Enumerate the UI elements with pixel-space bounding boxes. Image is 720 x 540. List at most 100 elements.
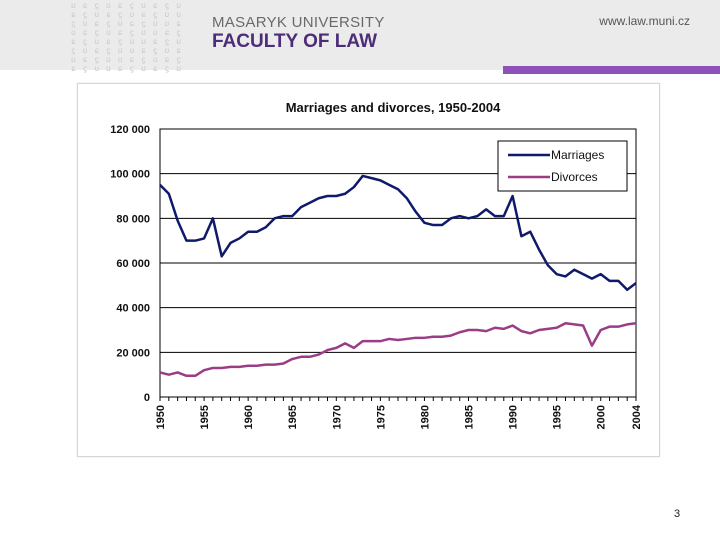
pattern-glyph: ɕ [118,1,123,10]
pattern-glyph: ɕ [71,10,76,19]
pattern-glyph: ɕ [94,19,99,28]
pattern-glyph: ϛ [129,64,134,73]
pattern-glyph: ʊ [117,46,123,55]
pattern-glyph: ϛ [118,10,123,19]
chart-title: Marriages and divorces, 1950-2004 [286,100,501,115]
x-tick-label: 1985 [464,405,476,429]
pattern-glyph: ɕ [83,1,88,10]
legend-box [497,140,628,192]
y-tick-label: 0 [144,392,150,404]
pattern-glyph: ɕ [83,28,88,37]
pattern-glyph: ʊ [176,1,181,10]
pattern-glyph: ʊ [176,37,181,46]
pattern-glyph: ɕ [153,64,158,73]
pattern-glyph: ϛ [153,10,158,19]
x-tick-label: 2004 [631,404,643,429]
pattern-glyph: ʊ [82,19,88,28]
pattern-glyph: ʊ [176,10,181,19]
pattern-glyph: ʊ [152,55,158,64]
pattern-glyph: ɕ [118,64,123,73]
university-name: MASARYK UNIVERSITY [212,14,385,31]
pattern-glyph: ʊ [152,19,158,28]
pattern-glyph: ɕ [141,46,146,55]
legend-label: Divorces [551,170,598,184]
pattern-glyph: ϛ [94,1,99,10]
pattern-glyph: ϛ [153,46,158,55]
pattern-glyph: ʊ [141,1,146,10]
pattern-glyph: ɕ [164,55,169,64]
pattern-glyph: ɕ [106,10,111,19]
x-tick-label: 1965 [287,405,299,429]
pattern-glyph: ʊ [164,19,170,28]
chart-svg: Marriages and divorces, 1950-2004 0 20 000… [110,100,643,429]
pattern-glyph: ϛ [176,55,181,64]
pattern-glyph: ϛ [141,55,146,64]
website-link[interactable]: www.law.muni.cz [599,14,690,28]
pattern-glyph: ɕ [153,1,158,10]
chart-panel: Marriages and divorces, 1950-2004 0 20 000… [77,83,660,457]
pattern-glyph: ʊ [106,28,111,37]
pattern-glyph: ϛ [106,46,111,55]
y-tick-label: 20 000 [116,347,150,359]
pattern-glyph: ʊ [129,37,135,46]
pattern-glyph: ʊ [82,46,88,55]
pattern-glyph: ϛ [176,28,181,37]
pattern-glyph: ɕ [83,55,88,64]
pattern-glyph: ɕ [141,10,146,19]
pattern-glyph: ϛ [129,1,134,10]
pattern-glyph: ɕ [153,37,158,46]
legend-label: Marriages [551,148,604,162]
pattern-glyph: ɕ [176,19,181,28]
pattern-glyph: ϛ [71,19,76,28]
pattern-glyph: ʊ [141,28,146,37]
y-tick-label: 80 000 [116,213,150,225]
pattern-glyph: ɕ [71,37,76,46]
y-tick-label: 40 000 [116,303,150,315]
pattern-glyph: ʊ [71,28,76,37]
pattern-glyph: ʊ [106,55,111,64]
x-tick-label: 1995 [552,405,564,429]
x-tick-label: 1960 [243,405,255,429]
x-tick-label: 1980 [419,405,431,429]
y-tick-label: 120 000 [110,124,150,136]
y-tick-label: 100 000 [110,169,150,181]
pattern-glyph: ϛ [118,37,123,46]
x-tick-label: 1955 [199,405,211,429]
pattern-glyph: ʊ [106,64,111,73]
pattern-glyph: ɕ [129,55,134,64]
pattern-glyph: ɕ [118,28,123,37]
pattern-glyph: ʊ [71,1,76,10]
series-line-divorces [159,322,637,378]
pattern-glyph: ʊ [141,64,146,73]
x-tick-label: 1975 [375,405,387,429]
pattern-glyph: ϛ [164,64,169,73]
pattern-glyph: ϛ [83,64,88,73]
pattern-glyph: ʊ [164,10,170,19]
pattern-glyph: ʊ [129,46,135,55]
pattern-glyph: ʊ [71,55,76,64]
pattern-glyph: ϛ [94,55,99,64]
pattern-glyph: ʊ [94,64,100,73]
x-tick-label: 1970 [331,405,343,429]
x-tick-label: 2000 [596,405,608,429]
faculty-name: FACULTY OF LAW [212,31,378,52]
pattern-glyph: ϛ [141,19,146,28]
pattern-glyph: ʊ [117,19,123,28]
pattern-glyph: ϛ [71,46,76,55]
pattern-glyph: ʊ [152,28,158,37]
pattern-glyph: ʊ [141,37,146,46]
pattern-glyph: ϛ [83,10,88,19]
x-tick-label: 1990 [508,405,520,429]
pattern-glyph: ʊ [176,64,181,73]
pattern-glyph: ɕ [176,46,181,55]
y-tick-label: 60 000 [116,258,150,270]
pattern-glyph: ϛ [106,19,111,28]
pattern-glyph: ϛ [83,37,88,46]
pattern-glyph: ϛ [94,28,99,37]
page-number: 3 [674,508,681,520]
pattern-glyph: ɕ [164,28,169,37]
pattern-glyph: ʊ [106,1,111,10]
pattern-glyph: ϛ [164,1,169,10]
